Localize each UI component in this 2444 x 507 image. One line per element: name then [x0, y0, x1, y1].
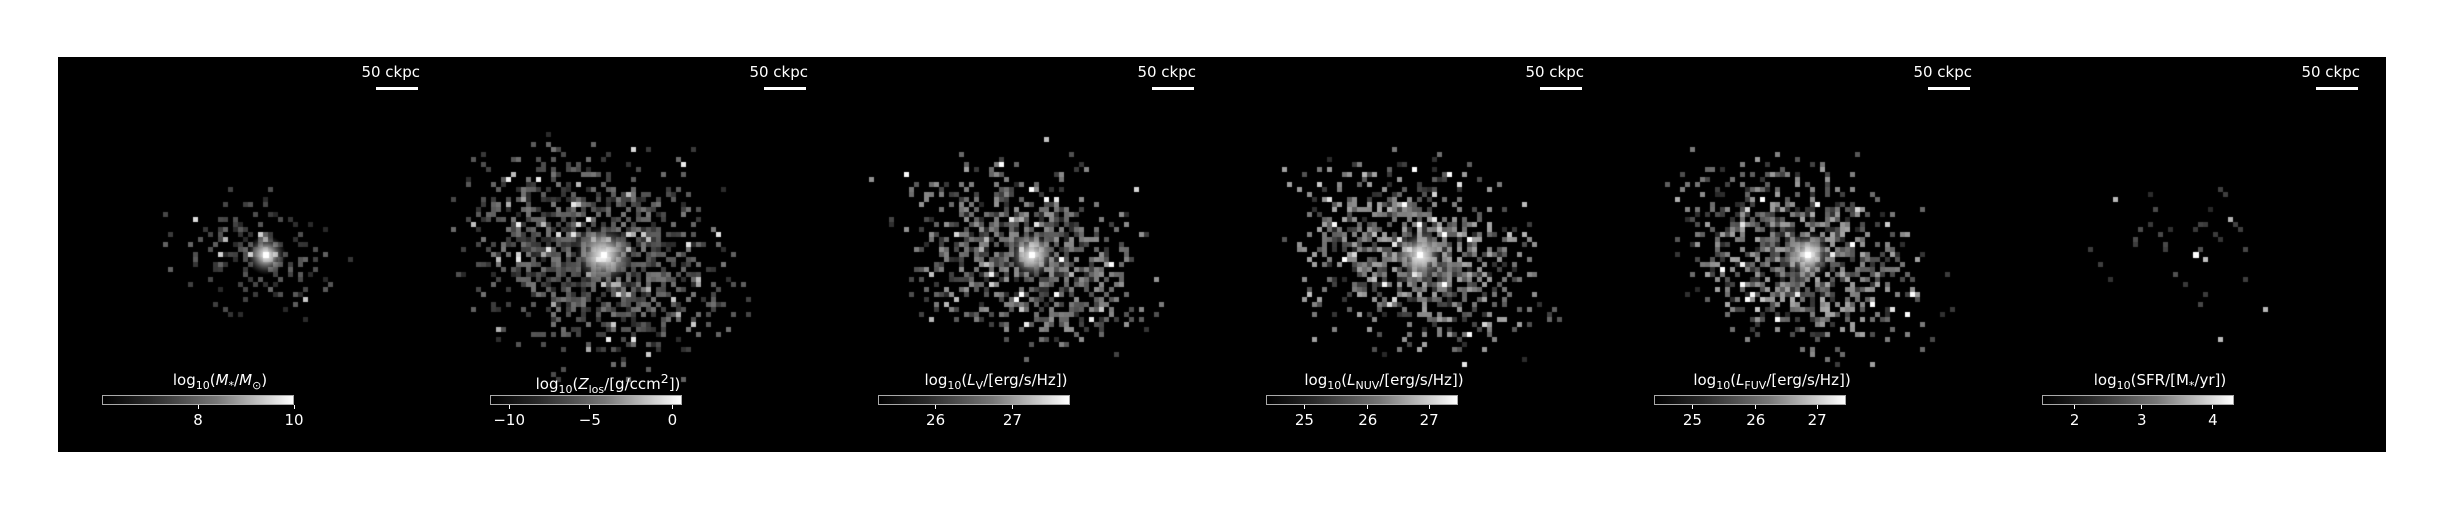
- pixel-map: [834, 57, 1222, 452]
- map-panel-5: 50 ckpc log10(LFUV/[erg/s/Hz]) 25 26 27: [1610, 57, 1998, 452]
- scale-bar: [764, 87, 806, 90]
- colorbar-tick: [589, 405, 591, 409]
- colorbar-tick-label: 27: [1002, 411, 1022, 429]
- scale-label: 50 ckpc: [749, 63, 808, 81]
- colorbar-tick: [1011, 405, 1013, 409]
- colorbar: [490, 395, 682, 405]
- colorbar-tick-label: 10: [284, 411, 304, 429]
- scale-bar: [1540, 87, 1582, 90]
- colorbar-title: log10(M*/M⊙): [172, 371, 268, 392]
- colorbar-tick: [2074, 405, 2076, 409]
- colorbar-tick: [2141, 405, 2143, 409]
- colorbar-title: log10(SFR/[M*/yr]): [2093, 371, 2227, 392]
- colorbar-tick-label: 26: [1358, 411, 1378, 429]
- colorbar: [1654, 395, 1846, 405]
- colorbar-tick-label: 0: [667, 411, 678, 429]
- colorbar: [1266, 395, 1458, 405]
- map-panel-6: 50 ckpc log10(SFR/[M*/yr]) 2 3 4: [1998, 57, 2386, 452]
- colorbar-tick-label: 25: [1294, 411, 1314, 429]
- colorbar-title: log10(LV/[erg/s/Hz]): [924, 371, 1068, 392]
- colorbar-title: log10(LNUV/[erg/s/Hz]): [1304, 371, 1464, 392]
- map-panel-1: 50 ckpc log10(M*/M⊙) 8 10: [58, 57, 446, 452]
- colorbar-tick: [1816, 405, 1818, 409]
- colorbar-tick: [671, 405, 673, 409]
- colorbar-tick-label: 8: [193, 411, 203, 429]
- colorbar-title: log10(LFUV/[erg/s/Hz]): [1693, 371, 1851, 392]
- colorbar-tick-label: 2: [2069, 411, 2080, 429]
- colorbar-tick: [508, 405, 510, 409]
- colorbar-tick-label: 27: [1807, 411, 1827, 429]
- colorbar-tick-label: 26: [1746, 411, 1766, 429]
- colorbar-title: log10(Zlos/[g/ccm2]): [535, 371, 681, 396]
- pixel-map: [1610, 57, 1998, 452]
- colorbar-tick-label: 27: [1419, 411, 1439, 429]
- colorbar-tick: [1428, 405, 1430, 409]
- map-panel-2: 50 ckpc log10(Zlos/[g/ccm2]) −10 −5 0: [446, 57, 834, 452]
- colorbar-tick: [293, 405, 295, 409]
- pixel-map: [1222, 57, 1610, 452]
- pixel-map: [446, 57, 834, 452]
- colorbar: [878, 395, 1070, 405]
- colorbar-tick-label: 26: [926, 411, 946, 429]
- colorbar: [2042, 395, 2234, 405]
- colorbar-tick: [1303, 405, 1305, 409]
- colorbar-tick: [935, 405, 937, 409]
- colorbar: [102, 395, 294, 405]
- colorbar-tick-label: −5: [578, 411, 601, 429]
- map-panel-3: 50 ckpc log10(LV/[erg/s/Hz]) 26 27: [834, 57, 1222, 452]
- scale-bar: [376, 87, 418, 90]
- colorbar-tick-label: 4: [2208, 411, 2218, 429]
- scale-bar: [2316, 87, 2358, 90]
- colorbar-tick: [197, 405, 199, 409]
- colorbar-tick: [2212, 405, 2214, 409]
- scale-label: 50 ckpc: [1525, 63, 1584, 81]
- colorbar-tick: [1691, 405, 1693, 409]
- map-panel-4: 50 ckpc log10(LNUV/[erg/s/Hz]) 25 26 27: [1222, 57, 1610, 452]
- scale-label: 50 ckpc: [2301, 63, 2360, 81]
- colorbar-tick-label: 3: [2137, 411, 2147, 429]
- colorbar-tick-label: −10: [493, 411, 526, 429]
- pixel-map: [58, 57, 446, 452]
- colorbar-tick: [1367, 405, 1369, 409]
- colorbar-tick-label: 25: [1682, 411, 1702, 429]
- scale-bar: [1928, 87, 1970, 90]
- scale-label: 50 ckpc: [1913, 63, 1972, 81]
- colorbar-tick: [1755, 405, 1757, 409]
- pixel-map: [1998, 57, 2386, 452]
- scale-label: 50 ckpc: [361, 63, 420, 81]
- scale-bar: [1152, 87, 1194, 90]
- scale-label: 50 ckpc: [1137, 63, 1196, 81]
